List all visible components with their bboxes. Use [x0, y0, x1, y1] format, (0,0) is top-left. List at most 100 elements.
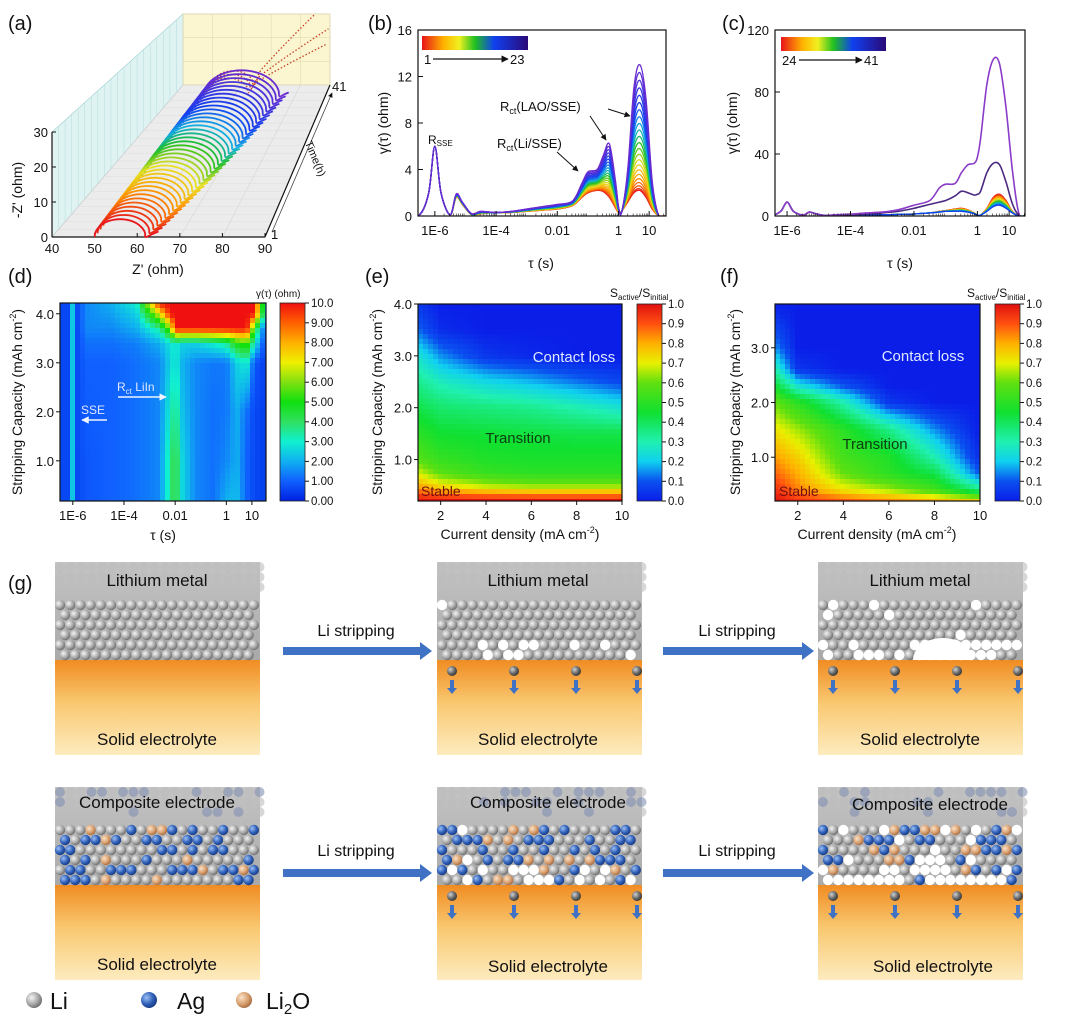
- heatmap-cell: [245, 328, 251, 334]
- heatmap-cell: [800, 369, 806, 375]
- heatmap-cell: [458, 379, 464, 385]
- heatmap-cell: [110, 368, 116, 374]
- heatmap-cell: [235, 433, 241, 439]
- heatmap-cell: [603, 459, 609, 465]
- heatmap-cell: [165, 303, 171, 309]
- heatmap-cell: [230, 323, 236, 329]
- heatmap-cell: [220, 398, 226, 404]
- heatmap-cell: [260, 498, 266, 502]
- heatmap-cell: [250, 353, 256, 359]
- heatmap-cell: [785, 309, 791, 315]
- heatmap-cell: [80, 488, 86, 494]
- heatmap-cell: [498, 429, 504, 435]
- heatmap-cell: [100, 488, 106, 494]
- heatmap-cell: [225, 368, 231, 374]
- heatmap-cell: [553, 479, 559, 485]
- heatmap-cell: [135, 353, 141, 359]
- heatmap-cell: [870, 319, 876, 325]
- heatmap-cell: [255, 493, 261, 499]
- heatmap-cell: [945, 324, 951, 330]
- drt-curve-40: [775, 161, 1025, 216]
- heatmap-cell: [255, 413, 261, 419]
- heatmap-cell: [418, 404, 424, 410]
- heatmap-cell: [563, 459, 569, 465]
- heatmap-cell: [865, 414, 871, 420]
- y-tick-label: 3.0: [394, 349, 412, 364]
- heatmap-cell: [503, 399, 509, 405]
- heatmap-cell: [423, 394, 429, 400]
- heatmap-cell: [145, 363, 151, 369]
- heatmap-cell: [538, 479, 544, 485]
- heatmap-cell: [145, 393, 151, 399]
- heatmap-cell: [895, 364, 901, 370]
- heatmap-cell: [65, 398, 71, 404]
- heatmap-cell: [65, 388, 71, 394]
- heatmap-cell: [418, 434, 424, 440]
- heatmap-cell: [185, 363, 191, 369]
- heatmap-cell: [780, 394, 786, 400]
- heatmap-cell: [160, 453, 166, 459]
- heatmap-cell: [105, 463, 111, 469]
- heatmap-cell: [780, 399, 786, 405]
- heatmap-cell: [603, 374, 609, 380]
- x-tick-label: 0.01: [545, 223, 570, 238]
- y-tick-label: 8: [405, 116, 412, 131]
- heatmap-cell: [180, 418, 186, 424]
- heatmap-cell: [70, 483, 76, 489]
- heatmap-cell: [190, 308, 196, 314]
- heatmap-cell: [145, 468, 151, 474]
- heatmap-cell: [125, 358, 131, 364]
- heatmap-cell: [548, 429, 554, 435]
- heatmap-cell: [245, 333, 251, 339]
- heatmap-cell: [200, 308, 206, 314]
- heatmap-cell: [910, 439, 916, 445]
- heatmap-cell: [613, 434, 619, 440]
- heatmap-cell: [503, 499, 509, 502]
- heatmap-cell: [448, 394, 454, 400]
- heatmap-cell: [558, 489, 564, 495]
- heatmap-cell: [855, 364, 861, 370]
- heatmap-cell: [180, 313, 186, 319]
- heatmap-cell: [215, 438, 221, 444]
- heatmap-cell: [230, 398, 236, 404]
- heatmap-cell: [130, 348, 136, 354]
- heatmap-cell: [100, 393, 106, 399]
- heatmap-cell: [125, 323, 131, 329]
- heatmap-cell: [195, 333, 201, 339]
- heatmap-cell: [205, 418, 211, 424]
- heatmap-cell: [845, 309, 851, 315]
- heatmap-cell: [220, 328, 226, 334]
- heatmap-cell: [215, 418, 221, 424]
- heatmap-cell: [503, 374, 509, 380]
- heatmap-cell: [110, 388, 116, 394]
- heatmap-cell: [513, 424, 519, 430]
- heatmap-cell: [95, 438, 101, 444]
- heatmap-cell: [498, 364, 504, 370]
- heatmap-cell: [155, 463, 161, 469]
- heatmap-cell: [588, 354, 594, 360]
- heatmap-cell: [483, 409, 489, 415]
- heatmap-cell: [190, 478, 196, 484]
- heatmap-cell: [835, 404, 841, 410]
- heatmap-cell: [100, 333, 106, 339]
- heatmap-cell: [598, 334, 604, 340]
- heatmap-cell: [483, 454, 489, 460]
- heatmap-cell: [790, 424, 796, 430]
- heatmap-cell: [215, 403, 221, 409]
- heatmap-cell: [120, 498, 126, 502]
- heatmap-cell: [795, 439, 801, 445]
- heatmap-cell: [508, 474, 514, 480]
- heatmap-cell: [185, 398, 191, 404]
- heatmap-cell: [940, 369, 946, 375]
- heatmap-cell: [170, 428, 176, 434]
- heatmap-cell: [513, 364, 519, 370]
- heatmap-cell: [170, 468, 176, 474]
- heatmap-cell: [583, 454, 589, 460]
- heatmap-cell: [503, 444, 509, 450]
- heatmap-cell: [945, 434, 951, 440]
- heatmap-cell: [905, 394, 911, 400]
- heatmap-cell: [195, 318, 201, 324]
- heatmap-cell: [810, 339, 816, 345]
- heatmap-cell: [80, 333, 86, 339]
- heatmap-cell: [245, 468, 251, 474]
